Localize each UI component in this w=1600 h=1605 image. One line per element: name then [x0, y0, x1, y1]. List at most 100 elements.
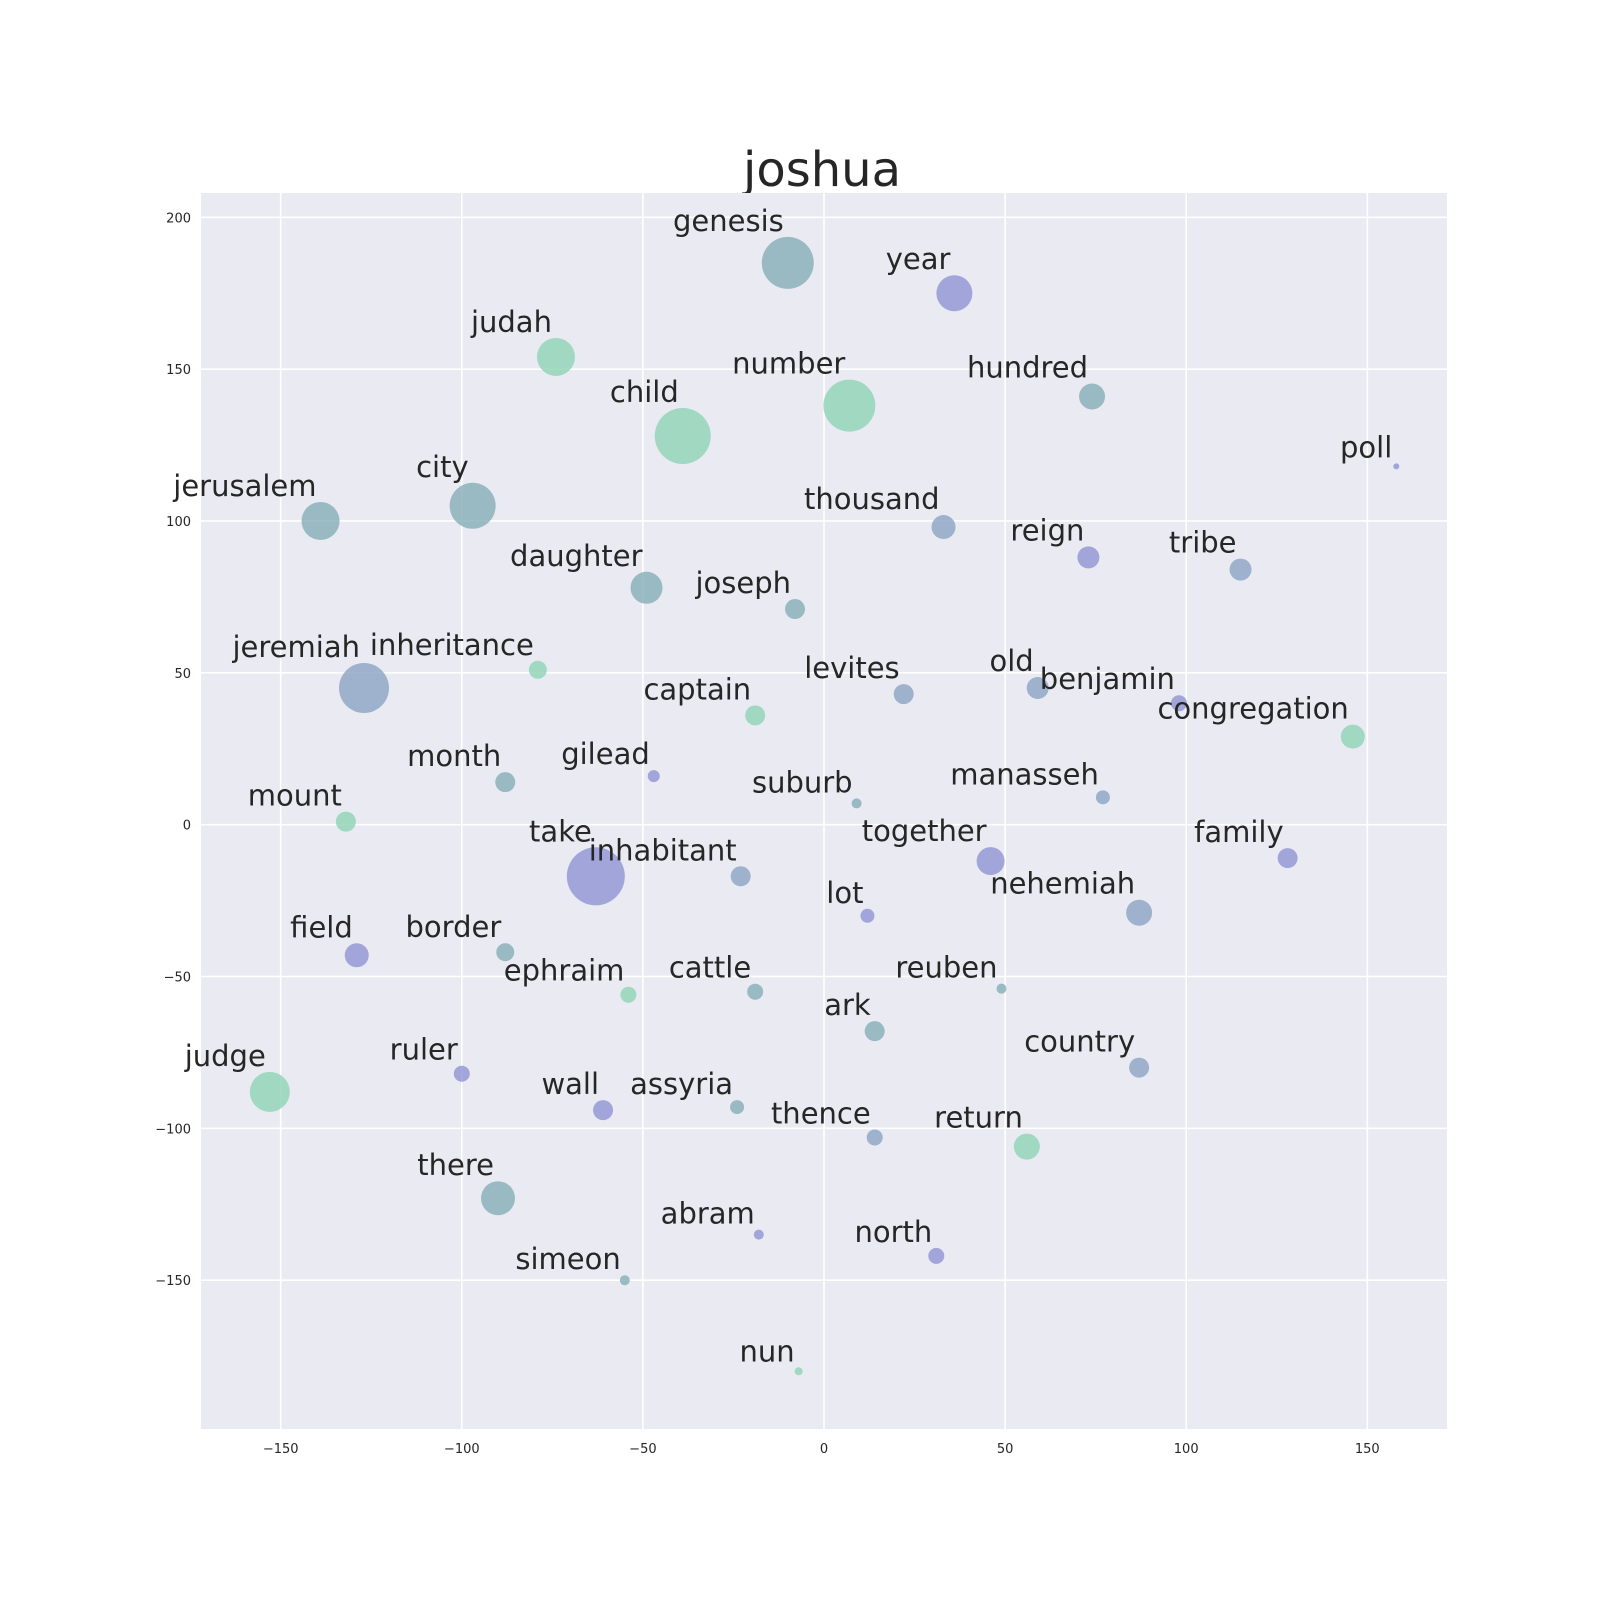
label-reign: reign: [1010, 513, 1084, 547]
label-child: child: [610, 375, 679, 409]
label-poll: poll: [1340, 430, 1392, 464]
point-wall: [593, 1100, 614, 1121]
label-border: border: [406, 910, 502, 944]
label-judge: judge: [184, 1039, 266, 1073]
label-gilead: gilead: [561, 737, 650, 771]
label-hundred: hundred: [967, 350, 1088, 384]
x-tick-label: 100: [1174, 1442, 1199, 1457]
label-month: month: [407, 739, 501, 773]
label-wall: wall: [541, 1067, 599, 1101]
x-axis-tick-labels: −150 −100 −50 0 50 100 150: [263, 1442, 1380, 1457]
point-suburb: [851, 798, 862, 809]
label-family: family: [1194, 815, 1284, 849]
y-tick-label: −100: [155, 1122, 191, 1137]
label-north: north: [854, 1215, 932, 1249]
y-tick-label: 50: [174, 667, 191, 682]
label-there: there: [417, 1148, 494, 1182]
point-lot: [860, 908, 875, 923]
point-month: [495, 772, 516, 793]
point-inhabitant: [730, 866, 751, 887]
label-inheritance: inheritance: [370, 628, 534, 662]
point-number: [823, 379, 876, 432]
y-tick-label: 150: [166, 363, 191, 378]
label-field: field: [290, 910, 353, 944]
point-genesis: [761, 236, 814, 289]
label-city: city: [416, 450, 469, 484]
point-take: [566, 847, 625, 906]
point-old: [1026, 677, 1049, 700]
grid-lines: [201, 193, 1447, 1429]
x-tick-label: −50: [629, 1442, 656, 1457]
point-congregation: [1340, 724, 1365, 749]
label-tribe: tribe: [1169, 526, 1237, 560]
label-country: country: [1024, 1025, 1135, 1059]
point-tribe: [1229, 558, 1252, 581]
point-ark: [864, 1021, 885, 1042]
label-joseph: joseph: [694, 566, 791, 600]
point-together: [976, 847, 1005, 876]
point-north: [928, 1247, 945, 1264]
chart-title: joshua: [742, 142, 901, 198]
label-judah: judah: [470, 305, 552, 339]
label-lot: lot: [826, 876, 863, 910]
label-ephraim: ephraim: [504, 954, 625, 988]
point-benjamin: [1170, 695, 1187, 712]
label-reuben: reuben: [895, 951, 997, 985]
label-levites: levites: [804, 651, 899, 685]
point-inheritance: [528, 660, 547, 679]
point-ruler: [453, 1065, 470, 1082]
label-manasseh: manasseh: [950, 757, 1099, 791]
y-axis-tick-labels: −150 −100 −50 0 50 100 150 200: [155, 211, 191, 1289]
label-nehemiah: nehemiah: [990, 867, 1135, 901]
label-abram: abram: [661, 1197, 755, 1231]
label-nun: nun: [740, 1334, 795, 1368]
y-tick-label: −150: [155, 1274, 191, 1289]
label-simeon: simeon: [515, 1242, 620, 1276]
point-gilead: [647, 770, 660, 783]
point-mount: [335, 811, 356, 832]
point-child: [654, 407, 711, 464]
point-levites: [893, 684, 914, 705]
y-tick-label: 0: [183, 819, 191, 834]
point-poll: [1393, 463, 1400, 470]
label-ark: ark: [824, 988, 871, 1022]
point-country: [1129, 1057, 1150, 1078]
point-nun: [794, 1367, 803, 1376]
point-return: [1013, 1133, 1040, 1160]
label-congregation: congregation: [1157, 692, 1348, 726]
label-together: together: [862, 814, 987, 848]
label-benjamin: benjamin: [1040, 662, 1175, 696]
label-inhabitant: inhabitant: [589, 833, 737, 867]
point-daughter: [630, 571, 663, 604]
x-tick-label: −150: [263, 1442, 299, 1457]
point-border: [496, 943, 515, 962]
point-reign: [1077, 546, 1100, 569]
label-jeremiah: jeremiah: [232, 630, 360, 664]
point-there: [481, 1181, 516, 1216]
label-daughter: daughter: [510, 539, 643, 573]
point-nehemiah: [1126, 899, 1153, 926]
label-year: year: [886, 242, 951, 276]
x-tick-label: 150: [1355, 1442, 1380, 1457]
point-jeremiah: [338, 663, 389, 714]
data-points: [249, 236, 1400, 1376]
label-cattle: cattle: [669, 951, 751, 985]
point-assyria: [730, 1100, 745, 1115]
label-jerusalem: jerusalem: [172, 469, 316, 503]
label-old: old: [989, 644, 1033, 678]
y-tick-label: 100: [166, 515, 191, 530]
point-judge: [249, 1071, 290, 1112]
point-thousand: [931, 515, 956, 540]
label-thence: thence: [771, 1096, 871, 1130]
x-tick-label: 0: [820, 1442, 828, 1457]
label-suburb: suburb: [752, 765, 853, 799]
label-thousand: thousand: [804, 482, 940, 516]
point-thence: [866, 1129, 883, 1146]
label-genesis: genesis: [673, 204, 784, 238]
y-tick-label: 200: [166, 211, 191, 226]
x-tick-label: 50: [997, 1442, 1014, 1457]
point-reuben: [996, 983, 1007, 994]
label-return: return: [934, 1101, 1023, 1135]
label-captain: captain: [643, 672, 751, 706]
